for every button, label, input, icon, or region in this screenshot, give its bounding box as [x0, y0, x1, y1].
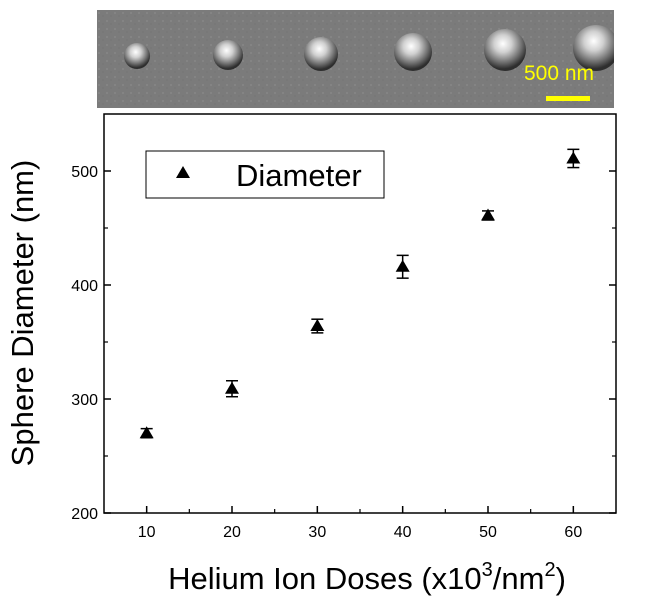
sem-sphere-4 — [394, 33, 432, 71]
y-tick-label: 500 — [71, 164, 98, 181]
y-tick-label: 200 — [71, 506, 98, 523]
data-point-triangle — [395, 259, 410, 272]
data-point-triangle — [225, 381, 239, 394]
sem-sphere-5 — [484, 29, 526, 71]
scale-bar — [546, 96, 590, 101]
sem-sphere-1 — [124, 43, 150, 69]
data-point-triangle — [139, 426, 154, 439]
data-point-triangle — [310, 319, 325, 332]
x-tick-label: 30 — [308, 524, 326, 541]
y-tick-label: 400 — [71, 278, 98, 295]
x-tick-label: 20 — [223, 524, 241, 541]
data-marks — [139, 148, 581, 439]
scale-bar-label: 500 nm — [524, 62, 595, 85]
legend-triangle-marker — [176, 166, 190, 178]
legend: Diameter — [145, 150, 385, 199]
axis-ticks: 10 20 30 40 50 60 200 300 400 500 — [71, 164, 616, 541]
x-axis-label: Helium Ion Doses (x103/nm2) — [168, 559, 566, 596]
data-point-triangle — [481, 208, 495, 221]
legend-label: Diameter — [236, 158, 362, 193]
sem-micrograph: 500 nm — [97, 10, 614, 108]
sem-spheres-image — [97, 10, 614, 108]
data-point-triangle — [566, 151, 581, 164]
y-tick-label: 300 — [71, 392, 98, 409]
x-tick-label: 50 — [479, 524, 497, 541]
x-tick-label: 40 — [394, 524, 412, 541]
x-tick-label: 10 — [138, 524, 156, 541]
x-tick-label: 60 — [564, 524, 582, 541]
sem-sphere-3 — [304, 37, 338, 71]
sem-sphere-6 — [573, 25, 614, 71]
sem-sphere-2 — [213, 40, 243, 70]
y-axis-label: Sphere Diameter (nm) — [5, 160, 40, 467]
